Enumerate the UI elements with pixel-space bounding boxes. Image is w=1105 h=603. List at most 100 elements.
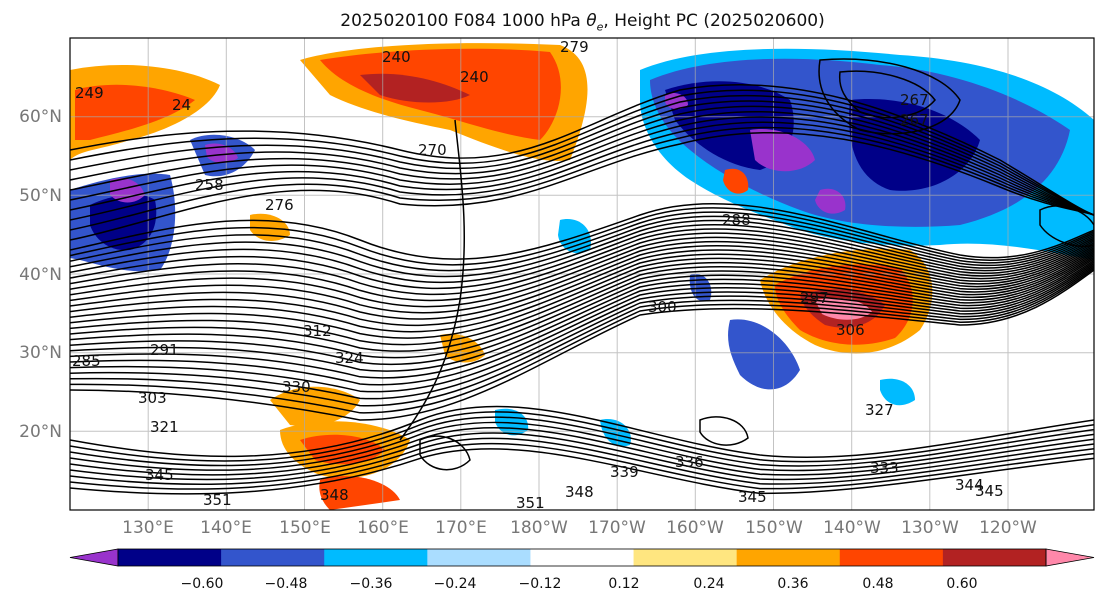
- contour-label: 333: [870, 459, 899, 477]
- colorbar: [69, 548, 1095, 567]
- contour-label: 321: [150, 418, 179, 436]
- height-contour: [70, 448, 1094, 495]
- height-contour: [70, 89, 1094, 216]
- colorbar-segment: [839, 549, 944, 566]
- lon-label: 170°E: [435, 518, 487, 538]
- contour-label: 270: [418, 141, 447, 159]
- contour-label: 348: [320, 486, 349, 504]
- lon-label: 150°E: [279, 518, 331, 538]
- colorbar-tick-label: 0.48: [862, 576, 893, 592]
- height-contour: [70, 427, 1094, 476]
- lon-label: 150°W: [745, 518, 803, 538]
- lat-label: 20°N: [19, 422, 62, 442]
- colorbar-tick-label: −0.12: [519, 576, 562, 592]
- colorbar-tick-label: −0.24: [434, 576, 477, 592]
- contour-label: 345: [738, 488, 767, 506]
- colorbar-tick-label: 0.12: [608, 576, 639, 592]
- lon-label: 140°W: [823, 518, 881, 538]
- colorbar-segment: [324, 549, 428, 566]
- contour-labels: 240 240 279 249 24 267 267 258 270 276 2…: [72, 38, 1004, 512]
- contour-label: 312: [303, 322, 332, 340]
- height-contour: [70, 251, 1094, 346]
- map-frame: [69, 37, 1095, 511]
- height-contour: [70, 110, 1094, 216]
- contour-label: 336: [675, 453, 704, 471]
- map-title: 2025020100 F084 1000 hPa θe, Height PC (…: [340, 11, 825, 34]
- lon-label: 180°W: [510, 518, 568, 538]
- colorbar-segment: [221, 549, 325, 566]
- height-contour: [70, 267, 1094, 414]
- height-contour: [399, 119, 466, 441]
- height-contour: [70, 256, 1094, 366]
- contour-label: 344: [955, 476, 984, 494]
- contour-label: 285: [72, 352, 101, 370]
- height-contour: [70, 211, 1094, 272]
- height-contour: [70, 105, 1094, 216]
- height-contour: [70, 224, 1094, 290]
- colorbar-segment: [427, 549, 531, 566]
- height-contour: [70, 253, 1094, 352]
- colorbar-segment: [736, 549, 841, 566]
- height-contour: [838, 70, 936, 119]
- height-contour: [70, 261, 1094, 386]
- height-contour: [70, 131, 1094, 241]
- height-contour: [70, 269, 1094, 421]
- lon-label: 160°W: [666, 518, 724, 538]
- contour-label: 300: [648, 298, 677, 316]
- colorbar-extend-left: [69, 548, 119, 567]
- height-contour: [70, 202, 1094, 260]
- colorbar-segment: [942, 549, 1047, 566]
- lat-label: 60°N: [19, 107, 62, 127]
- colorbar-tick-label: 0.60: [946, 576, 977, 592]
- height-contour: [70, 116, 1094, 216]
- contour-label: 330: [282, 378, 311, 396]
- height-contour: [70, 232, 1094, 302]
- contour-label: 279: [560, 38, 589, 56]
- height-contour: [70, 219, 1094, 284]
- height-contour: [419, 435, 471, 471]
- height-contour: [70, 126, 1094, 231]
- height-contour: [70, 258, 1094, 372]
- colorbar-tick-label: −0.36: [350, 576, 393, 592]
- contour-label: 351: [203, 491, 232, 509]
- contour-label: 306: [836, 321, 865, 339]
- map-panel: 240 240 279 249 24 267 267 258 270 276 2…: [70, 38, 1094, 512]
- lat-label: 30°N: [19, 343, 62, 363]
- height-contour: [818, 58, 961, 135]
- contour-label: 348: [565, 483, 594, 501]
- height-contour: [70, 100, 1094, 216]
- contour-label: 351: [516, 494, 545, 512]
- contour-label: 24: [172, 96, 191, 114]
- height-contour: [70, 405, 1094, 459]
- height-contour: [699, 416, 749, 446]
- height-contours: [70, 58, 1094, 495]
- colorbar-segment: [118, 549, 222, 566]
- colorbar-labels: −0.60 −0.48 −0.36 −0.24 −0.12 0.12 0.24 …: [181, 576, 978, 592]
- lon-label: 130°W: [901, 518, 959, 538]
- height-contour: [1039, 205, 1094, 247]
- contour-label: 339: [610, 463, 639, 481]
- height-contour: [70, 264, 1094, 400]
- lat-label: 50°N: [19, 186, 62, 206]
- contour-label: 345: [975, 482, 1004, 500]
- height-contour: [70, 437, 1094, 486]
- longitude-labels: 130°E 140°E 150°E 160°E 170°E 180°W 170°…: [122, 518, 1037, 538]
- colorbar-tick-label: −0.48: [265, 576, 308, 592]
- colorbar-tick-label: 0.24: [693, 576, 724, 592]
- height-contour: [70, 250, 1094, 339]
- contour-label: 249: [75, 84, 104, 102]
- lon-label: 130°E: [122, 518, 174, 538]
- contour-label: 267: [900, 91, 929, 109]
- colorbar-extend-right: [1045, 548, 1095, 567]
- height-contour: [70, 411, 1094, 463]
- height-contour: [70, 121, 1094, 221]
- contour-label: 258: [195, 176, 224, 194]
- lon-label: 120°W: [979, 518, 1037, 538]
- height-contour: [70, 259, 1094, 379]
- colorbar-segment: [633, 549, 738, 566]
- contour-label: 291: [150, 341, 179, 359]
- contour-label: 288: [722, 211, 751, 229]
- colorbar-frame: [117, 548, 1047, 567]
- contour-label: 276: [265, 196, 294, 214]
